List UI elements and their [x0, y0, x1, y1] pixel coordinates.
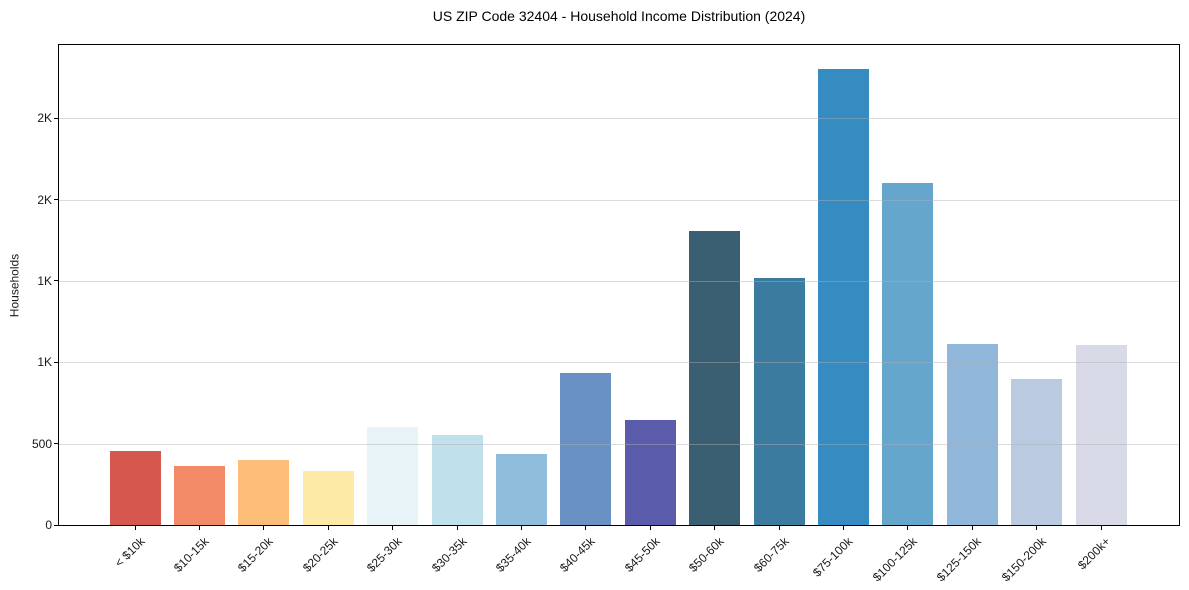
x-tick-mark: [714, 526, 716, 530]
y-tick-mark: [54, 117, 58, 119]
bar-$10-15k: [173, 466, 225, 525]
x-tick-mark: [1100, 526, 1102, 530]
x-tick-label: $75-100k: [810, 534, 856, 580]
x-tick-label: $15-20k: [235, 534, 277, 575]
bar-$30-35k: [431, 434, 483, 525]
bar-$15-20k: [238, 459, 290, 525]
bar-$45-50k: [624, 420, 676, 525]
x-tick-label: $50-60k: [686, 534, 727, 575]
x-tick-label: $25-30k: [364, 534, 405, 575]
bar-< $10k: [109, 451, 161, 525]
bar-$60-75k: [753, 277, 805, 525]
x-tick-mark: [263, 526, 265, 530]
x-tick-mark: [520, 526, 522, 530]
x-tick-mark: [907, 526, 909, 530]
y-tick-label: 2K: [37, 192, 52, 207]
x-tick-label: $125-150k: [934, 534, 985, 585]
y-tick-mark: [54, 524, 58, 526]
x-tick-mark: [392, 526, 394, 530]
x-tick-mark: [778, 526, 780, 530]
x-tick-label: $10-15k: [171, 534, 212, 575]
x-tick-mark: [198, 526, 200, 530]
bar-$125-150k: [946, 344, 998, 525]
x-tick-mark: [327, 526, 329, 530]
x-tick-mark: [1036, 526, 1038, 530]
x-tick-mark: [456, 526, 458, 530]
y-tick-label: 500: [31, 436, 52, 451]
y-tick-label: 1K: [37, 273, 52, 288]
x-tick-label: $20-25k: [299, 534, 341, 575]
y-tick-label: 2K: [37, 111, 52, 126]
x-tick-label: $60-75k: [750, 534, 792, 575]
y-tick-mark: [54, 280, 58, 282]
gridline: [59, 362, 1179, 364]
x-tick-mark: [649, 526, 651, 530]
y-tick-mark: [54, 443, 58, 445]
bar-$150-200k: [1011, 379, 1063, 525]
x-tick-label: $100-125k: [869, 534, 921, 585]
bar-$75-100k: [817, 69, 869, 525]
x-tick-label: $40-45k: [557, 534, 599, 575]
y-tick-mark: [54, 361, 58, 363]
x-tick-label: $45-50k: [621, 534, 663, 575]
plot-area: [58, 44, 1180, 526]
x-tick-label: < $10k: [111, 534, 148, 570]
y-tick-label: 1K: [37, 355, 52, 370]
gridline: [59, 280, 1179, 282]
x-tick-mark: [971, 526, 973, 530]
x-tick-label: $30-35k: [428, 534, 470, 575]
gridline: [59, 199, 1179, 201]
x-tick-label: $200k+: [1075, 534, 1114, 573]
x-tick-mark: [585, 526, 587, 530]
chart-title: US ZIP Code 32404 - Household Income Dis…: [432, 8, 806, 24]
bar-$200k+: [1075, 345, 1127, 525]
bar-$50-60k: [689, 230, 741, 525]
gridline: [59, 118, 1179, 120]
bar-$100-125k: [882, 183, 934, 525]
y-tick-mark: [54, 199, 58, 201]
bar-$40-45k: [560, 372, 612, 525]
bar-$25-30k: [367, 427, 419, 525]
x-tick-mark: [134, 526, 136, 530]
bar-$35-40k: [495, 454, 547, 525]
x-tick-label: $150-200k: [998, 534, 1049, 585]
gridline: [59, 443, 1179, 445]
x-tick-label: $35-40k: [493, 534, 534, 575]
bar-$20-25k: [302, 471, 354, 525]
y-tick-label: 0: [45, 518, 52, 532]
x-tick-mark: [842, 526, 844, 530]
